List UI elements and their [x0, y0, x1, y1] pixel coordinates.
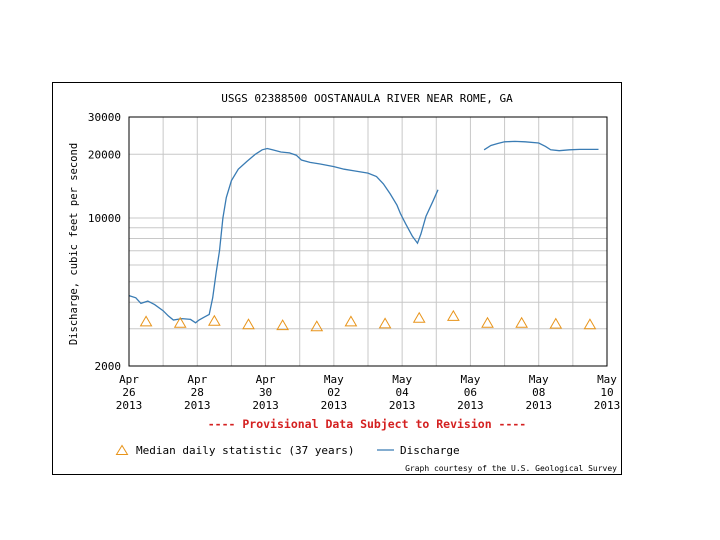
- grid-lines: [129, 117, 607, 366]
- discharge-line-segment: [128, 147, 439, 324]
- median-point: [207, 314, 221, 326]
- x-tick-label: Apr 30 2013: [252, 373, 279, 412]
- x-tick-label: May 06 2013: [457, 373, 484, 412]
- median-point: [242, 318, 255, 330]
- x-tick-labels: Apr 26 2013 Apr 28 2013 Apr 30 2013 May 02 2013 May 0…: [116, 373, 621, 412]
- median-point: [173, 316, 187, 328]
- x-tick-label: Apr 26 2013: [116, 373, 143, 412]
- provisional-banner: ---- Provisional Data Subject to Revisio…: [208, 417, 527, 431]
- median-point: [344, 315, 358, 327]
- legend-discharge-label: Discharge: [400, 444, 460, 457]
- median-point: [378, 317, 392, 329]
- median-point: [515, 316, 529, 328]
- plot-area-border: [128, 116, 608, 367]
- chart-title: USGS 02388500 OOSTANAULA RIVER NEAR ROME…: [221, 92, 513, 105]
- median-point: [276, 319, 290, 331]
- median-point: [412, 311, 426, 323]
- x-tick-label: Apr 28 2013: [184, 373, 211, 412]
- legend-median-label: Median daily statistic (37 years): [136, 444, 355, 457]
- legend-median-triangle-icon: [115, 444, 129, 455]
- y-tick-labels: 30000 20000 10000 2000: [88, 111, 121, 373]
- chart-frame: [52, 82, 622, 475]
- x-tick-label: May 04 2013: [389, 373, 416, 412]
- median-point: [139, 315, 153, 327]
- discharge-line-segment: [483, 140, 599, 152]
- x-tick-label: May 02 2013: [321, 373, 348, 412]
- x-tick-label: May 08 2013: [525, 373, 552, 412]
- median-point: [549, 317, 563, 329]
- y-tick-label: 20000: [88, 148, 121, 161]
- median-point: [310, 320, 324, 332]
- y-axis-label: Discharge, cubic feet per second: [68, 143, 80, 345]
- y-tick-label: 2000: [95, 360, 122, 373]
- median-point: [446, 309, 460, 321]
- x-tick-label: May 10 2013: [594, 373, 621, 412]
- median-point: [481, 316, 494, 328]
- credit-text: Graph courtesy of the U.S. Geological Su…: [405, 464, 617, 473]
- legend: Median daily statistic (37 years) Discha…: [115, 444, 460, 457]
- y-tick-label: 30000: [88, 111, 121, 124]
- median-point: [583, 318, 597, 330]
- y-tick-label: 10000: [88, 212, 121, 225]
- series-layer: [128, 140, 599, 332]
